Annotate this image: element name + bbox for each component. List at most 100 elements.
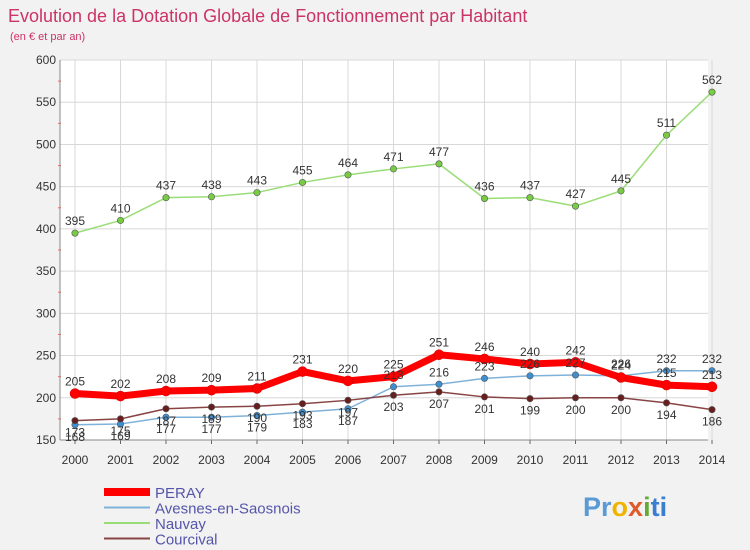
data-point-avesnes-en-saosnois [389, 383, 397, 391]
data-label-avesnes-en-saosnois: 223 [474, 359, 494, 373]
data-label-peray: 224 [611, 359, 631, 373]
data-point-courcival [162, 405, 170, 413]
data-label-nauvay: 437 [520, 179, 540, 193]
data-point-nauvay [298, 178, 306, 186]
x-tick-label: 2002 [153, 453, 180, 467]
data-point-peray [115, 390, 126, 402]
data-point-nauvay [526, 194, 534, 202]
proxiti-logo: Proxiti [583, 492, 667, 522]
data-label-avesnes-en-saosnois: 177 [156, 422, 176, 436]
data-label-courcival: 186 [702, 415, 722, 429]
data-label-courcival: 173 [65, 426, 85, 440]
x-tick-label: 2000 [62, 453, 89, 467]
data-label-peray: 220 [338, 362, 358, 376]
data-point-avesnes-en-saosnois [208, 413, 216, 421]
data-point-courcival [526, 395, 534, 403]
data-label-avesnes-en-saosnois: 226 [611, 357, 631, 371]
data-label-peray: 231 [292, 353, 312, 367]
data-point-avesnes-en-saosnois [480, 374, 488, 382]
data-point-nauvay [435, 160, 443, 168]
data-label-courcival: 194 [656, 408, 676, 422]
data-point-nauvay [662, 131, 670, 139]
data-point-courcival [389, 391, 397, 399]
data-point-peray [479, 353, 490, 365]
data-point-nauvay [480, 194, 488, 202]
x-tick-label: 2004 [244, 453, 271, 467]
chart-subtitle: (en € et par an) [10, 31, 85, 43]
data-label-courcival: 193 [292, 409, 312, 423]
data-label-nauvay: 438 [201, 178, 221, 192]
data-point-courcival [344, 396, 352, 404]
data-label-avesnes-en-saosnois: 213 [383, 368, 403, 382]
data-point-avesnes-en-saosnois [162, 413, 170, 421]
data-point-peray [661, 379, 672, 391]
y-tick-label: 550 [36, 95, 56, 109]
y-tick-label: 200 [36, 391, 56, 405]
data-label-nauvay: 511 [657, 116, 676, 130]
legend-label-nauvay: Nauvay [155, 516, 206, 533]
data-label-nauvay: 443 [247, 174, 267, 188]
y-tick-label: 250 [36, 349, 56, 363]
data-point-avesnes-en-saosnois [435, 380, 443, 388]
data-label-avesnes-en-saosnois: 227 [565, 356, 585, 370]
data-point-peray [433, 349, 445, 360]
data-point-avesnes-en-saosnois [298, 408, 306, 416]
data-label-courcival: 199 [520, 404, 540, 418]
data-label-courcival: 187 [156, 414, 176, 428]
data-label-nauvay: 437 [156, 179, 176, 193]
data-point-courcival [662, 399, 670, 407]
data-point-peray [297, 366, 308, 377]
data-label-peray: 205 [65, 375, 85, 389]
data-point-courcival [208, 403, 216, 411]
data-label-nauvay: 436 [474, 179, 494, 193]
data-point-peray [388, 371, 399, 382]
data-point-nauvay [708, 88, 716, 96]
chart-title: Evolution de la Dotation Globale de Fonc… [8, 6, 527, 26]
x-tick-label: 2013 [653, 453, 680, 467]
x-tick-label: 2003 [198, 453, 225, 467]
x-tick-label: 2001 [107, 453, 134, 467]
data-point-peray [206, 384, 217, 396]
y-tick-label: 300 [36, 306, 56, 320]
data-point-peray [706, 381, 718, 393]
plot-area [69, 88, 718, 429]
data-label-avesnes-en-saosnois: 168 [65, 430, 85, 444]
data-point-courcival [253, 402, 261, 410]
x-tick-label: 2008 [426, 453, 453, 467]
y-tick-label: 500 [36, 137, 56, 151]
data-point-nauvay [117, 216, 125, 224]
data-point-courcival [71, 417, 79, 425]
data-label-peray: 202 [110, 377, 130, 391]
axes: 150 200 250 300 350 400 450 500 550 600 2000 2001 20… [36, 53, 726, 467]
data-point-courcival [571, 394, 579, 402]
data-label-avesnes-en-saosnois: 226 [520, 357, 540, 371]
logo-text: Proxiti [583, 492, 667, 522]
data-point-nauvay [162, 194, 170, 202]
x-tick-label: 2014 [699, 453, 726, 467]
data-label-courcival: 201 [474, 402, 494, 416]
y-tick-label: 150 [36, 433, 56, 447]
data-point-peray [524, 358, 536, 370]
data-label-avesnes-en-saosnois: 232 [656, 352, 676, 366]
data-label-courcival: 190 [247, 411, 267, 425]
data-point-nauvay [208, 193, 216, 201]
data-point-peray [69, 388, 81, 399]
data-label-courcival: 203 [383, 400, 403, 414]
data-label-peray: 251 [429, 336, 449, 350]
data-point-nauvay [617, 187, 625, 195]
data-label-peray: 240 [520, 345, 540, 359]
data-label-courcival: 207 [429, 397, 449, 411]
data-label-peray: 213 [702, 368, 722, 382]
data-label-nauvay: 410 [110, 201, 130, 215]
data-label-courcival: 197 [338, 405, 358, 419]
y-tick-label: 450 [36, 180, 56, 194]
data-label-courcival: 189 [201, 412, 221, 426]
data-point-peray [160, 385, 172, 397]
data-label-peray: 208 [156, 372, 176, 386]
data-point-peray [342, 375, 354, 387]
data-point-peray [615, 372, 627, 383]
data-point-courcival [480, 393, 488, 401]
data-label-nauvay: 395 [65, 214, 85, 228]
